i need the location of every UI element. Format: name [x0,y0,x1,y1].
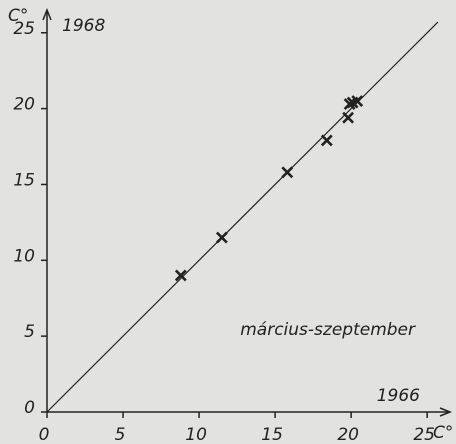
x-tick-label: 20 [337,425,359,444]
point [351,95,364,107]
x-tick-label: 10 [185,425,207,444]
point [342,111,355,124]
x-tick-label: 0 [39,425,50,444]
y-tick-label: 0 [24,398,35,418]
y-tick-label: 25 [13,19,35,39]
x-axis-unit: C° [433,423,453,443]
y-tick-label: 5 [24,322,35,342]
annotation: március-szeptember [240,320,416,340]
x-axis-title: 1966 [377,386,420,406]
point [281,166,294,179]
y-axis-unit: C° [8,6,28,26]
y-tick-label: 20 [13,95,35,115]
point [215,231,228,244]
y-tick-label: 10 [13,246,35,266]
y-axis-arrow [42,7,52,21]
x-tick-label: 15 [261,425,283,444]
y-tick-label: 15 [13,170,35,190]
x-tick-label: 5 [115,425,126,444]
point [174,269,187,282]
point [320,134,333,147]
x-tick-label: 25 [413,425,435,444]
y-axis-title: 1968 [62,16,105,36]
reference-line [46,21,439,413]
x-axis-arrow [439,407,453,417]
